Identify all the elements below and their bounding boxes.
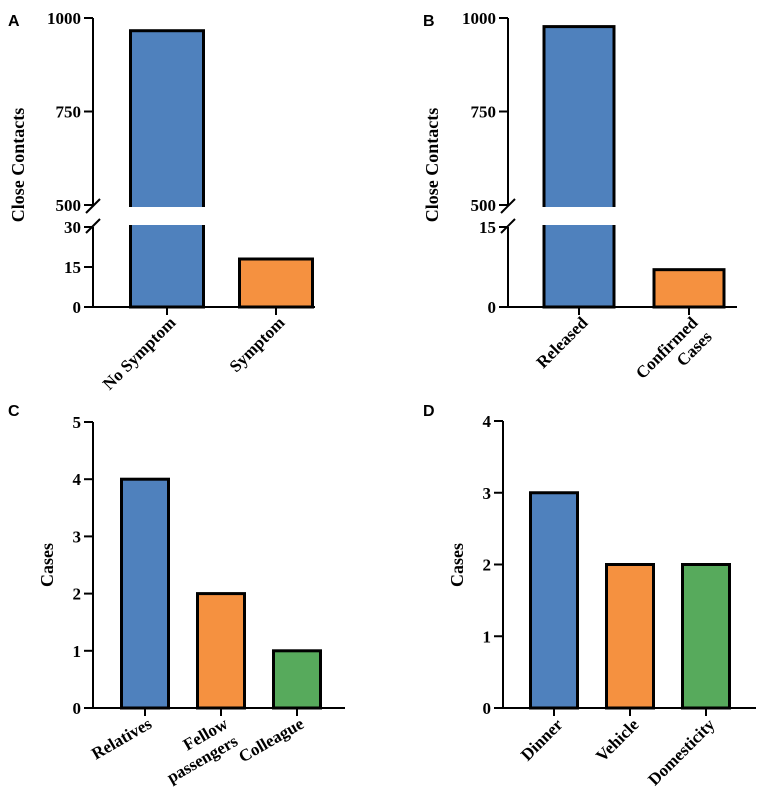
axis-break-gap	[494, 207, 737, 225]
bar-no-symptom	[129, 29, 205, 309]
bar-released	[542, 25, 616, 309]
x-category-label-line: Dinner	[517, 715, 567, 765]
x-category-label-line: Vehicle	[592, 715, 643, 766]
y-tick-label: 750	[56, 103, 82, 122]
bar-colleague	[272, 649, 322, 710]
y-tick-label: 0	[73, 699, 82, 718]
y-tick-label: 500	[471, 196, 497, 215]
x-category-label: Colleague	[235, 714, 307, 767]
bar-dinner	[529, 491, 579, 710]
x-category-label: Relatives	[88, 714, 155, 764]
y-tick-label: 5	[73, 413, 82, 432]
y-tick-label: 3	[483, 484, 492, 503]
panel-c: C Cases 0 1 2 3 4 5 Relatives FellowpassengersCol…	[8, 403, 345, 787]
bar-domesticity	[681, 563, 731, 710]
y-tick-label: 15	[479, 218, 496, 237]
y-tick-label: 750	[471, 103, 497, 122]
x-category-label-line: Symptom	[226, 313, 289, 376]
y-tick-label: 0	[488, 298, 497, 317]
panel-a: A Close Contacts 0 15 30 500 750 1000 No Symptom…	[8, 9, 315, 394]
x-category-label: Released	[533, 313, 592, 372]
panel-d: D Cases 0 1 2 3 4 Dinner Vehicle Domesticity	[423, 403, 756, 789]
x-category-label-line: Colleague	[235, 714, 307, 767]
panel-letter: A	[8, 13, 20, 30]
x-category-label-line: Released	[533, 313, 592, 372]
y-axis-label: Cases	[37, 543, 57, 587]
panel-letter: C	[8, 403, 20, 420]
bar-symptom	[238, 257, 314, 309]
x-category-label: Dinner	[517, 715, 567, 765]
x-category-label: ConfirmedCases	[632, 313, 716, 397]
x-category-label-line: No Symptom	[99, 313, 180, 394]
x-category-label-line: Relatives	[88, 714, 155, 764]
x-category-label: No Symptom	[99, 313, 180, 394]
y-tick-label: 30	[64, 218, 81, 237]
y-tick-label: 0	[483, 699, 492, 718]
axis-break-gap	[79, 207, 315, 225]
y-tick-label: 0	[73, 298, 82, 317]
x-category-label: Domesticity	[644, 715, 719, 790]
bar-fellow-passengers	[196, 592, 246, 710]
bar-relatives	[120, 477, 170, 710]
y-tick-label: 15	[64, 258, 81, 277]
y-axis-label: Close Contacts	[422, 108, 442, 223]
y-tick-label: 1	[483, 627, 492, 646]
y-tick-label: 2	[73, 585, 82, 604]
y-tick-label: 4	[73, 470, 82, 489]
y-tick-label: 2	[483, 556, 492, 575]
bar-vehicle	[605, 563, 655, 710]
panel-b: B Close Contacts 0 15 500 750 1000 Released Conf…	[422, 9, 737, 397]
y-tick-label: 500	[56, 196, 82, 215]
x-category-label: Fellowpassengers	[154, 714, 242, 787]
y-tick-label: 1	[73, 642, 82, 661]
x-category-label: Symptom	[226, 313, 289, 376]
y-axis-label: Close Contacts	[8, 108, 28, 223]
x-category-label: Vehicle	[592, 715, 643, 766]
panel-letter: B	[423, 13, 435, 30]
panel-letter: D	[423, 403, 435, 420]
y-tick-label: 1000	[47, 9, 81, 28]
y-axis-label: Cases	[447, 543, 467, 587]
bar-confirmed-cases	[652, 268, 726, 309]
y-tick-label: 1000	[462, 9, 496, 28]
x-category-label-line: Domesticity	[644, 715, 719, 790]
y-tick-label: 4	[483, 412, 492, 431]
y-tick-label: 3	[73, 527, 82, 546]
